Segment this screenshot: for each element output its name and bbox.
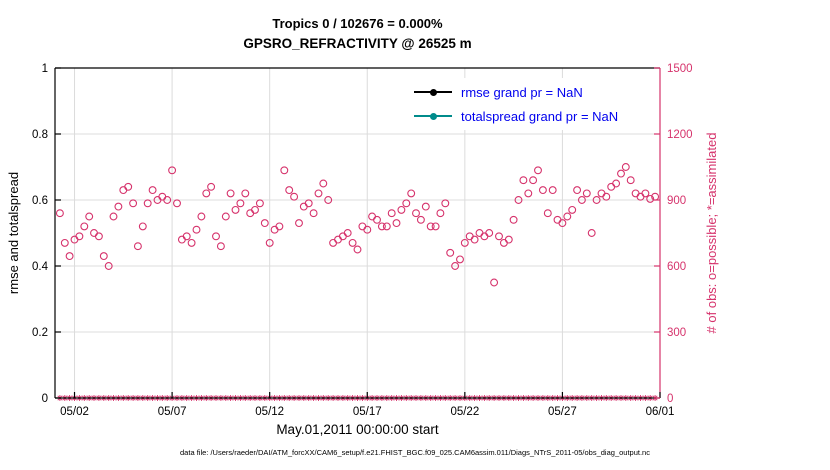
plot-title-variable: GPSRO_REFRACTIVITY @ 26525 m [243, 36, 472, 51]
svg-text:600: 600 [667, 261, 686, 273]
svg-text:05/27: 05/27 [548, 406, 577, 418]
legend-marker-icon [430, 88, 437, 96]
plot-title-stats: Tropics 0 / 102676 = 0.000% [272, 16, 443, 31]
tick-labels: 05/02 05/07 05/12 05/17 05/22 05/27 06/0100.20… [32, 63, 693, 418]
legend-line-sample [414, 112, 452, 120]
svg-text:0.4: 0.4 [32, 261, 49, 273]
left-axis-label: rmse and totalspread [6, 171, 21, 295]
svg-text:1500: 1500 [667, 63, 693, 75]
legend-label: totalspread grand pr = NaN [461, 108, 619, 124]
svg-text:1200: 1200 [667, 129, 693, 141]
legend-item: totalspread grand pr = NaN [414, 104, 618, 128]
svg-text:0.6: 0.6 [32, 195, 48, 207]
legend-item: rmse grand pr = NaN [414, 80, 618, 104]
svg-text:06/01: 06/01 [646, 406, 675, 418]
svg-text:0.8: 0.8 [32, 129, 48, 141]
svg-text:05/22: 05/22 [450, 406, 479, 418]
x-axis-label: May.01,2011 00:00:00 start [276, 422, 439, 437]
svg-text:300: 300 [667, 327, 686, 339]
svg-text:05/02: 05/02 [60, 406, 89, 418]
legend-label: rmse grand pr = NaN [461, 84, 583, 100]
axes-box [54, 67, 661, 399]
tick-marks [55, 67, 661, 399]
legend-marker-icon [430, 112, 437, 120]
data-file-caption: data file: /Users/raeder/DAI/ATM_forcXX/… [180, 448, 650, 457]
svg-text:0: 0 [42, 393, 48, 405]
legend-line-sample [414, 88, 452, 96]
svg-text:0.2: 0.2 [32, 327, 48, 339]
legend: rmse grand pr = NaN totalspread grand pr … [408, 78, 625, 130]
right-axis-label: # of obs: o=possible; *=assimilated [704, 132, 719, 334]
svg-text:05/12: 05/12 [255, 406, 284, 418]
svg-text:1: 1 [42, 63, 48, 75]
svg-text:05/17: 05/17 [353, 406, 382, 418]
svg-text:05/07: 05/07 [158, 406, 187, 418]
svg-text:0: 0 [667, 393, 673, 405]
possible-obs-markers [55, 163, 660, 287]
svg-text:900: 900 [667, 195, 686, 207]
